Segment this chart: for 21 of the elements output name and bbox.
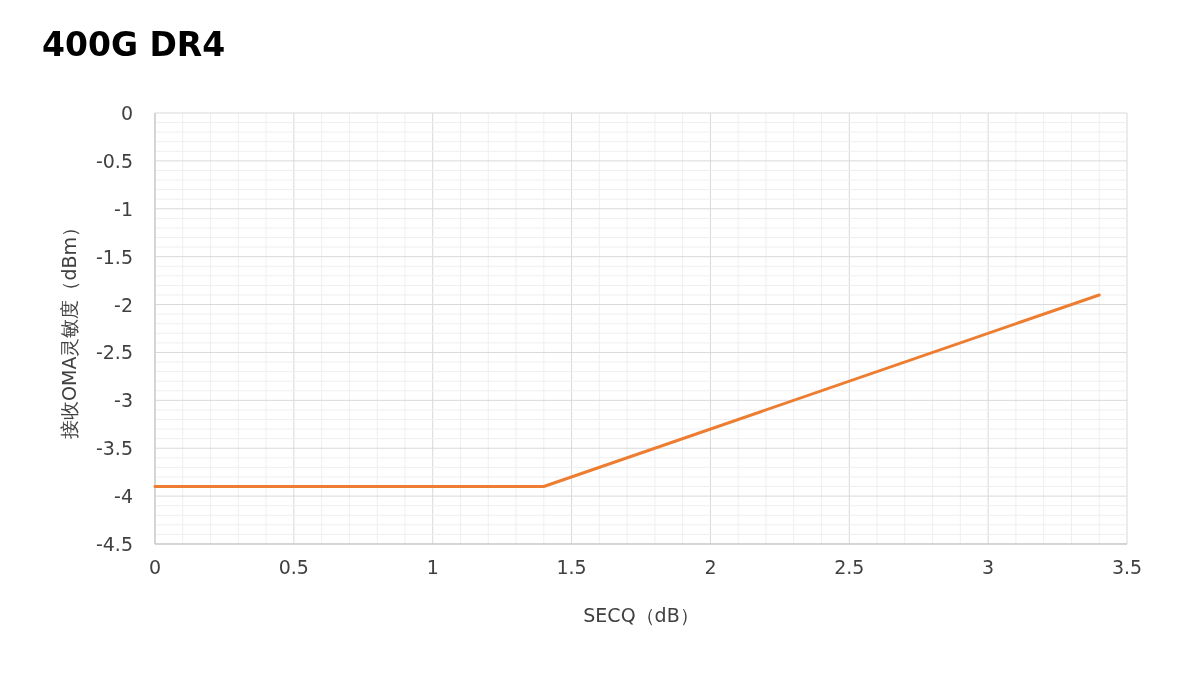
x-tick-label: 1.5 xyxy=(556,556,587,578)
y-tick-label: -4 xyxy=(114,485,133,508)
y-tick-label: -3 xyxy=(114,389,133,412)
x-tick-label: 2.5 xyxy=(834,556,865,578)
y-tick-label: -2.5 xyxy=(95,341,133,364)
chart-title: 400G DR4 xyxy=(42,25,226,64)
y-tick-label: -4.5 xyxy=(95,533,133,555)
x-tick-label: 3.5 xyxy=(1111,556,1143,578)
x-tick-label: 2 xyxy=(704,556,717,578)
x-tick-label: 1 xyxy=(426,556,439,578)
y-tick-label: -1.5 xyxy=(95,245,133,268)
x-tick-label: 0.5 xyxy=(278,556,309,578)
y-tick-label: -3.5 xyxy=(95,437,133,460)
y-tick-label: 0 xyxy=(120,102,133,124)
y-tick-label: -2 xyxy=(114,293,133,316)
y-tick-label: -1 xyxy=(114,197,133,220)
y-axis-title: 接收OMA灵敏度（dBm） xyxy=(58,218,80,439)
x-tick-label: 3 xyxy=(982,556,995,578)
y-tick-label: -0.5 xyxy=(95,149,133,172)
x-axis-title: SECQ（dB） xyxy=(583,604,699,626)
x-tick-label: 0 xyxy=(148,556,162,578)
